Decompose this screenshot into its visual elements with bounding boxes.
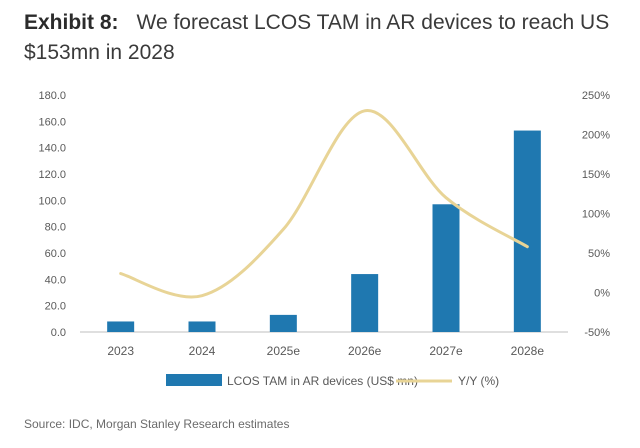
left-axis-tick-label: 100.0 (38, 195, 66, 207)
legend-line-label: Y/Y (%) (458, 374, 499, 388)
yoy-series-line (121, 111, 528, 297)
right-axis-tick-label: 150% (582, 169, 610, 181)
bar (514, 131, 541, 332)
left-axis-tick-label: 0.0 (51, 327, 66, 339)
x-axis-tick-label: 2026e (348, 344, 382, 358)
right-axis-tick-label: 250% (582, 90, 610, 102)
bar (107, 321, 134, 332)
left-axis-tick-label: 80.0 (45, 222, 66, 234)
left-axis-tick-label: 40.0 (45, 274, 66, 286)
left-axis-tick-label: 120.0 (38, 169, 66, 181)
right-axis-tick-label: 100% (582, 209, 610, 221)
combo-chart: 0.0 20.0 40.0 60.0 80.0 100.0 120.0 140.0 160.0 1… (0, 0, 640, 448)
x-axis-tick-label: 2023 (107, 344, 134, 358)
legend-bar-label: LCOS TAM in AR devices (US$ mn) (227, 374, 418, 388)
right-axis-tick-label: 200% (582, 130, 610, 142)
bar (433, 204, 460, 332)
left-axis-tick-label: 180.0 (38, 90, 66, 102)
right-axis-tick-label: -50% (584, 327, 610, 339)
left-axis-tick-label: 60.0 (45, 248, 66, 260)
x-axis-tick-label: 2025e (267, 344, 301, 358)
right-axis-tick-label: 0% (594, 288, 610, 300)
left-axis-tick-label: 20.0 (45, 301, 66, 313)
source-note: Source: IDC, Morgan Stanley Research est… (24, 417, 289, 431)
x-axis-tick-label: 2027e (429, 344, 463, 358)
x-axis-tick-label: 2024 (189, 344, 216, 358)
left-axis-tick-label: 160.0 (38, 116, 66, 128)
bar (351, 274, 378, 332)
right-axis-tick-label: 50% (588, 248, 610, 260)
x-axis-tick-label: 2028e (511, 344, 545, 358)
bar (189, 321, 216, 332)
legend-bar-swatch (166, 374, 222, 386)
bar (270, 315, 297, 332)
left-axis-tick-label: 140.0 (38, 143, 66, 155)
